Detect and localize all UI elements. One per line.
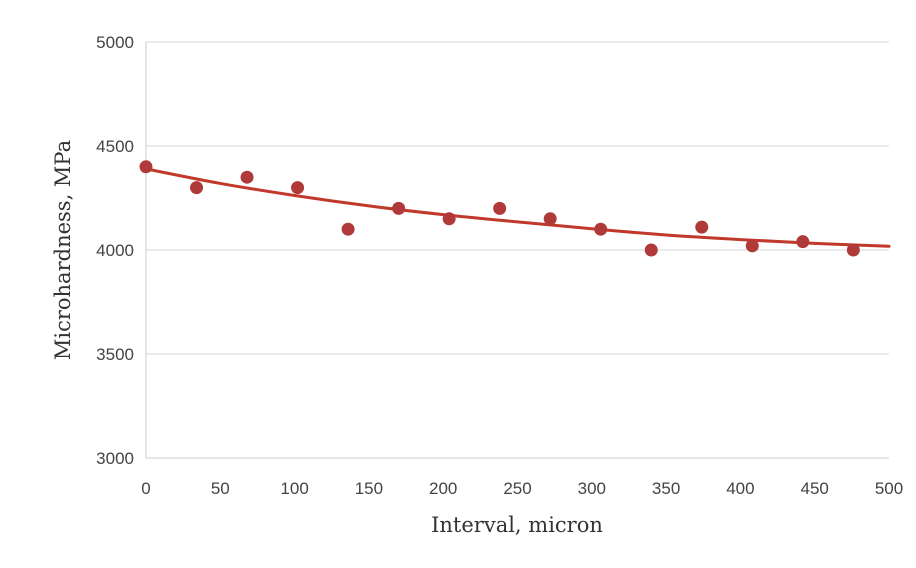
x-axis-title: Interval, micron [431, 513, 603, 537]
data-point [139, 160, 153, 174]
x-tick-label: 0 [141, 479, 150, 498]
grid-layer [146, 41, 889, 459]
y-tick-label: 4000 [96, 241, 134, 260]
x-tick-label: 150 [355, 479, 383, 498]
y-axis-title: Microhardness, MPa [51, 140, 75, 360]
x-tick-label: 350 [652, 479, 680, 498]
y-tick-label: 3000 [96, 449, 134, 468]
y-tick-label: 3500 [96, 345, 134, 364]
data-point [392, 201, 406, 215]
data-point [846, 243, 860, 257]
trendline-layer [144, 167, 891, 248]
data-point [695, 220, 709, 234]
data-point [745, 239, 759, 253]
data-point [190, 181, 204, 195]
y-tick-label: 4500 [96, 137, 134, 156]
point-layer [139, 160, 860, 257]
data-point [796, 235, 810, 249]
data-point [644, 243, 658, 257]
x-tick-label: 100 [280, 479, 308, 498]
axis-layer [145, 42, 889, 459]
data-point [594, 222, 608, 236]
data-point [291, 181, 305, 195]
data-point [442, 212, 456, 226]
y-tick-label: 5000 [96, 33, 134, 52]
x-tick-label: 400 [726, 479, 754, 498]
data-point [493, 201, 507, 215]
x-tick-label: 50 [211, 479, 230, 498]
data-point [543, 212, 557, 226]
x-tick-label: 250 [503, 479, 531, 498]
tick-label-layer: 3000 3500 4000 4500 5000 0 50 100 150 200 250 300 35… [96, 33, 903, 498]
data-point [341, 222, 355, 236]
x-tick-label: 300 [578, 479, 606, 498]
x-tick-label: 450 [801, 479, 829, 498]
data-point [240, 170, 254, 184]
x-tick-label: 500 [875, 479, 903, 498]
x-tick-label: 200 [429, 479, 457, 498]
trendline [144, 167, 891, 248]
